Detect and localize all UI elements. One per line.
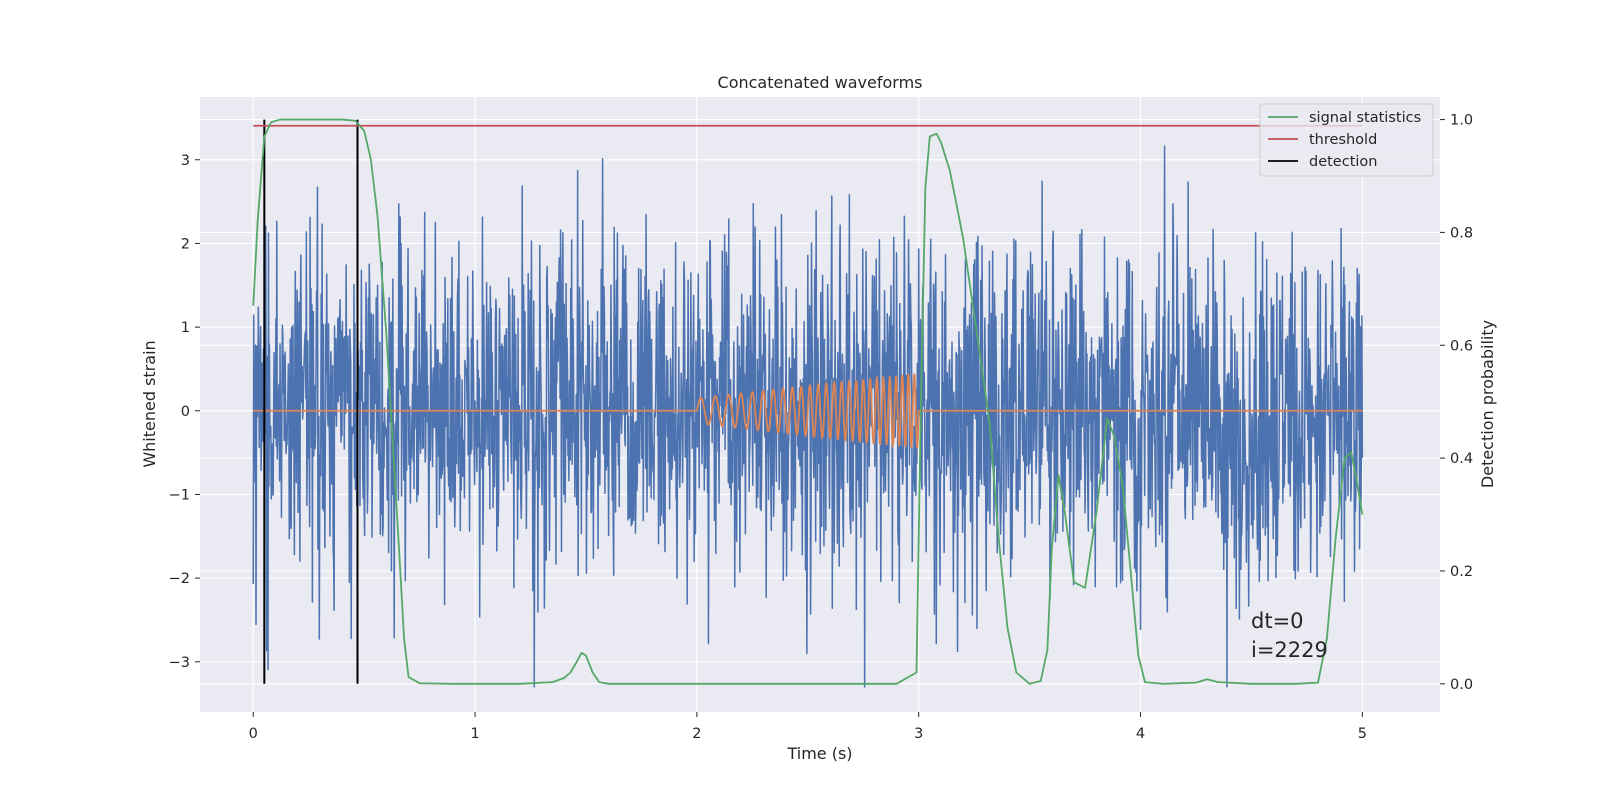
y-axis-label: Whitened strain bbox=[140, 340, 159, 467]
series-signal-statistics bbox=[252, 118, 1364, 685]
x-tick-label-3: 3 bbox=[914, 726, 923, 742]
plot-content bbox=[252, 118, 1364, 688]
y2-tick-label-3: 0.6 bbox=[1450, 338, 1473, 354]
series-injected-chirp bbox=[253, 373, 1363, 449]
legend: signal statistics threshold detection bbox=[1259, 103, 1434, 177]
x-tick-label-4: 4 bbox=[1136, 726, 1145, 742]
y2-tick-label-2: 0.4 bbox=[1450, 451, 1473, 467]
y2-tick-label-4: 0.8 bbox=[1450, 225, 1473, 241]
annotation-index: i=2229 bbox=[1251, 638, 1328, 662]
legend-box bbox=[1259, 103, 1434, 177]
chart-title: Concatenated waveforms bbox=[718, 73, 923, 92]
x-tick-label-5: 5 bbox=[1358, 726, 1367, 742]
annotation-dt: dt=0 bbox=[1251, 609, 1304, 633]
y2-axis-label: Detection probability bbox=[1478, 320, 1497, 488]
x-tick-label-0: 0 bbox=[249, 726, 258, 742]
y-tick-label-3: 0 bbox=[181, 404, 190, 420]
y-tick-label-1: −2 bbox=[169, 571, 190, 587]
legend-label-detection: detection bbox=[1309, 154, 1377, 170]
y-tick-label-2: −1 bbox=[169, 487, 190, 503]
y-tick-label-5: 2 bbox=[181, 236, 190, 252]
y2-tick-label-1: 0.2 bbox=[1450, 564, 1473, 580]
y-tick-label-4: 1 bbox=[181, 320, 190, 336]
y2-tick-label-5: 1.0 bbox=[1450, 113, 1473, 129]
ticks: 0 1 2 3 4 5 −3 −2 −1 0 1 2 3 0.0 0.2 0.4 0.6 0.8 1.0 bbox=[169, 113, 1473, 742]
legend-label-threshold: threshold bbox=[1309, 132, 1377, 148]
series-whitened-noise bbox=[252, 145, 1364, 688]
y-tick-label-0: −3 bbox=[169, 655, 190, 671]
x-tick-label-2: 2 bbox=[692, 726, 701, 742]
annotations: dt=0 i=2229 bbox=[1251, 609, 1328, 662]
legend-label-signal-statistics: signal statistics bbox=[1309, 110, 1421, 126]
x-axis-label: Time (s) bbox=[786, 744, 852, 763]
y2-tick-label-0: 0.0 bbox=[1450, 677, 1473, 693]
x-tick-label-1: 1 bbox=[470, 726, 479, 742]
y-tick-label-6: 3 bbox=[181, 153, 190, 169]
